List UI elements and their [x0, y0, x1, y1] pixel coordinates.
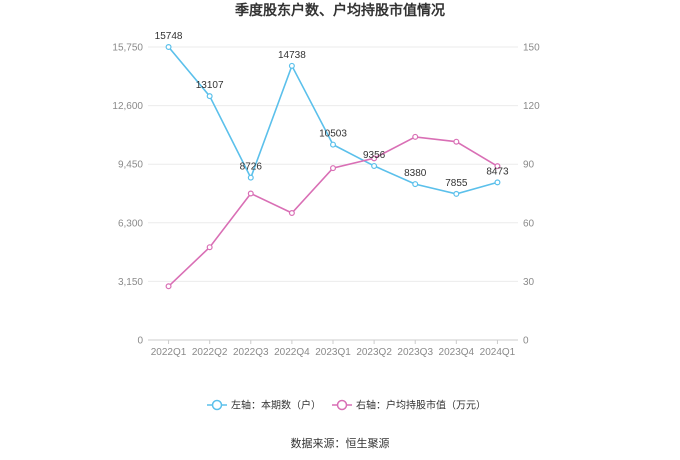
data-label: 7855: [445, 178, 468, 189]
data-point: [247, 174, 254, 181]
x-tick-label: 2024Q1: [480, 347, 516, 358]
left-tick-label: 12,600: [112, 101, 143, 112]
data-point: [165, 283, 172, 290]
grid-lines: [148, 46, 518, 282]
legend-swatch-marker: [336, 399, 348, 411]
right-tick-label: 60: [523, 218, 535, 229]
legend-swatch-marker: [211, 399, 223, 411]
data-point: [412, 133, 419, 140]
data-point: [412, 181, 419, 188]
data-point: [288, 62, 295, 69]
data-source: 数据来源：恒生聚源: [291, 436, 390, 450]
chart-title: 季度股东户数、户均持股市值情况: [234, 2, 445, 18]
x-tick-label: 2023Q2: [356, 347, 392, 358]
axes: 0 0 3,150 30 6,300 60 9,450 90 12,600 120 15,750 15…: [112, 43, 540, 359]
series-line-2: [168, 136, 498, 287]
data-point: [453, 190, 460, 197]
x-tick-label: 2022Q3: [233, 347, 269, 358]
data-label: 14738: [278, 50, 306, 61]
data-label: 15748: [155, 31, 183, 42]
x-tick-label: 2023Q3: [397, 347, 433, 358]
left-tick-label: 6,300: [118, 218, 143, 229]
data-label: 10503: [319, 129, 347, 140]
right-tick-label: 90: [523, 160, 535, 171]
x-tick-label: 2022Q4: [274, 347, 310, 358]
data-point: [247, 190, 254, 197]
right-tick-label: 120: [523, 101, 540, 112]
data-label: 8726: [240, 162, 263, 173]
data-point: [206, 244, 213, 251]
data-point: [206, 93, 213, 100]
x-tick-label: 2023Q4: [439, 347, 475, 358]
data-label: 13107: [196, 80, 224, 91]
legend[interactable]: 左轴：本期数（户） 右轴：户均持股市值（万元）: [207, 399, 486, 412]
legend-item-2[interactable]: 右轴：户均持股市值（万元）: [332, 399, 486, 412]
data-labels: 15748 13107 8726 14738 10503 9356 8380 7855 8473: [155, 31, 509, 189]
data-label: 8473: [486, 166, 509, 177]
left-tick-label: 0: [137, 336, 143, 347]
data-point: [371, 155, 378, 162]
data-label: 8380: [404, 168, 427, 179]
left-tick-label: 9,450: [118, 160, 143, 171]
series-layer: [165, 44, 501, 290]
legend-label: 左轴：本期数（户）: [231, 399, 321, 412]
data-point: [494, 179, 501, 186]
data-point: [288, 210, 295, 217]
left-tick-label: 3,150: [118, 277, 143, 288]
x-tick-label: 2022Q1: [151, 347, 187, 358]
data-point: [330, 165, 337, 172]
x-tick-label: 2022Q2: [192, 347, 228, 358]
data-point: [494, 163, 501, 170]
data-label: 9356: [363, 150, 386, 161]
x-tick-label: 2023Q1: [315, 347, 351, 358]
right-tick-label: 0: [523, 336, 529, 347]
right-tick-label: 150: [523, 43, 540, 54]
data-point: [371, 162, 378, 169]
data-point: [165, 44, 172, 51]
data-point: [330, 141, 337, 148]
legend-label: 右轴：户均持股市值（万元）: [356, 399, 486, 412]
series-line-1: [167, 46, 498, 195]
legend-item-1[interactable]: 左轴：本期数（户）: [207, 399, 321, 412]
left-tick-label: 15,750: [112, 43, 143, 54]
right-tick-label: 30: [523, 277, 535, 288]
data-point: [453, 138, 460, 145]
